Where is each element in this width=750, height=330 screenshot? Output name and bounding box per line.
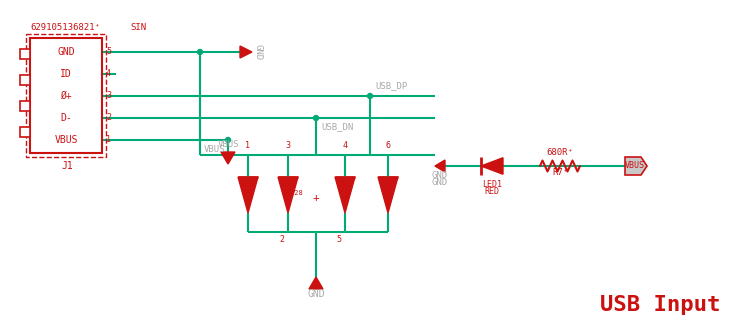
Text: ID: ID bbox=[60, 69, 72, 79]
Text: 4: 4 bbox=[106, 70, 111, 79]
Text: 680R⁺: 680R⁺ bbox=[547, 148, 574, 157]
Bar bbox=[30, 38, 102, 153]
Text: USB Input: USB Input bbox=[600, 295, 720, 315]
Text: 1: 1 bbox=[245, 141, 250, 150]
Text: RED: RED bbox=[484, 187, 500, 196]
Polygon shape bbox=[238, 177, 258, 213]
Text: P28: P28 bbox=[290, 190, 303, 196]
Text: USB_DN: USB_DN bbox=[321, 122, 353, 131]
Text: 3: 3 bbox=[106, 91, 111, 101]
Polygon shape bbox=[335, 177, 355, 213]
Text: VBUS: VBUS bbox=[217, 140, 238, 149]
Bar bbox=[20, 127, 30, 137]
Polygon shape bbox=[481, 158, 503, 174]
Text: 629105136821⁺: 629105136821⁺ bbox=[30, 23, 100, 32]
Circle shape bbox=[368, 93, 373, 98]
Text: J1: J1 bbox=[61, 161, 73, 171]
Text: R7⁺: R7⁺ bbox=[552, 168, 568, 177]
Polygon shape bbox=[240, 46, 252, 58]
Text: D-: D- bbox=[60, 113, 72, 123]
Text: GND: GND bbox=[308, 289, 325, 299]
Circle shape bbox=[197, 50, 202, 54]
Text: GND: GND bbox=[57, 47, 75, 57]
Text: 5: 5 bbox=[336, 235, 341, 244]
Text: Ø+: Ø+ bbox=[60, 91, 72, 101]
Text: 6: 6 bbox=[386, 141, 391, 150]
Polygon shape bbox=[309, 277, 323, 289]
Text: VBUS: VBUS bbox=[203, 145, 225, 154]
Text: +: + bbox=[313, 193, 320, 203]
Text: USB_DP: USB_DP bbox=[375, 81, 407, 90]
Circle shape bbox=[226, 138, 230, 143]
Polygon shape bbox=[435, 160, 445, 172]
Bar bbox=[20, 75, 30, 85]
Circle shape bbox=[314, 115, 319, 120]
Bar bbox=[20, 101, 30, 111]
Text: LED1: LED1 bbox=[482, 180, 502, 189]
Text: SIN: SIN bbox=[130, 23, 146, 32]
Text: 2: 2 bbox=[106, 114, 111, 122]
Text: 2: 2 bbox=[279, 235, 284, 244]
Text: GND: GND bbox=[432, 178, 448, 187]
Text: VBUS: VBUS bbox=[54, 135, 78, 145]
Polygon shape bbox=[278, 177, 298, 213]
Bar bbox=[26, 34, 106, 157]
Text: VBUS: VBUS bbox=[625, 161, 645, 171]
Text: 3: 3 bbox=[286, 141, 290, 150]
Text: 4: 4 bbox=[343, 141, 347, 150]
Polygon shape bbox=[625, 157, 647, 175]
Text: 5: 5 bbox=[106, 48, 111, 56]
Text: GND: GND bbox=[432, 172, 448, 181]
Text: GND: GND bbox=[254, 44, 263, 60]
Polygon shape bbox=[378, 177, 398, 213]
Bar bbox=[20, 49, 30, 59]
Text: 1: 1 bbox=[106, 136, 111, 145]
Polygon shape bbox=[221, 152, 235, 164]
